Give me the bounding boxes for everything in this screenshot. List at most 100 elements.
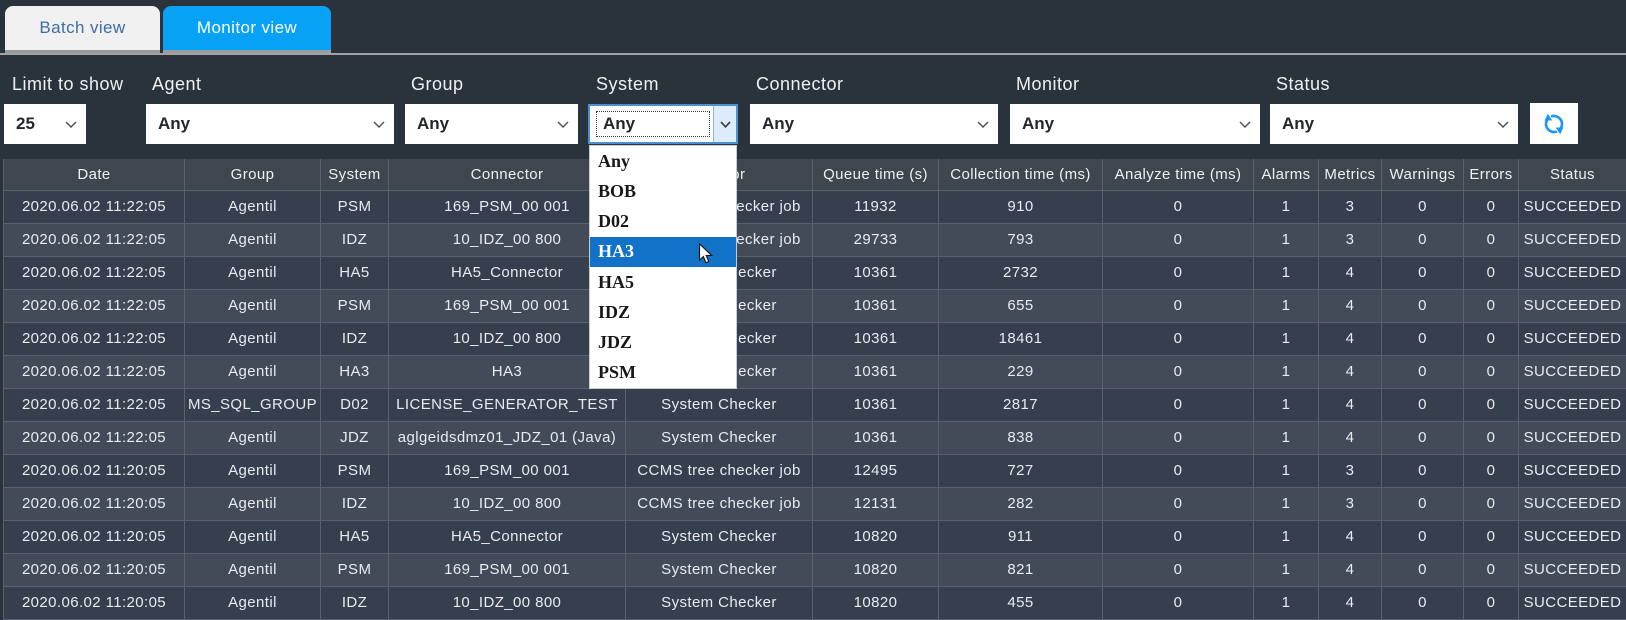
refresh-icon [1541, 111, 1567, 137]
column-header[interactable]: Queue time (s) [813, 159, 939, 190]
table-cell: 2020.06.02 11:22:05 [4, 421, 185, 454]
table-cell: 2020.06.02 11:20:05 [4, 586, 185, 619]
table-cell: IDZ [321, 586, 389, 619]
table-cell: 0 [1103, 388, 1254, 421]
dropdown-option-ha3[interactable]: HA3 [590, 237, 736, 267]
table-cell: 0 [1103, 355, 1254, 388]
system-select-arrow[interactable] [713, 106, 736, 142]
column-header[interactable]: Status [1519, 159, 1626, 190]
table-cell: 0 [1382, 586, 1464, 619]
table-cell: 0 [1464, 553, 1519, 586]
monitor-select[interactable]: Any [1010, 104, 1260, 144]
column-header[interactable]: Group [185, 159, 321, 190]
table-cell: 0 [1464, 223, 1519, 256]
tab-monitor-view[interactable]: Monitor view [163, 6, 331, 53]
table-row[interactable]: 2020.06.02 11:22:05AgentilHA3HA3System C… [4, 355, 1626, 388]
table-cell: HA5_Connector [389, 520, 626, 553]
table-cell: SUCCEEDED [1519, 388, 1626, 421]
column-header[interactable]: Warnings [1382, 159, 1464, 190]
table-cell: 2020.06.02 11:22:05 [4, 355, 185, 388]
table-cell: 2020.06.02 11:20:05 [4, 520, 185, 553]
dropdown-option-d02[interactable]: D02 [590, 207, 736, 237]
table-cell: 0 [1103, 421, 1254, 454]
column-header[interactable]: System [321, 159, 389, 190]
limit-select[interactable]: 25 [4, 104, 86, 144]
dropdown-option-psm[interactable]: PSM [590, 358, 736, 388]
table-cell: 1 [1254, 388, 1319, 421]
table-cell: 0 [1103, 223, 1254, 256]
table-cell: 0 [1382, 322, 1464, 355]
dropdown-option-any[interactable]: Any [590, 146, 736, 176]
table-cell: 2020.06.02 11:22:05 [4, 256, 185, 289]
system-select[interactable]: Any [588, 104, 738, 144]
status-select[interactable]: Any [1270, 104, 1518, 144]
table-cell: 4 [1319, 388, 1382, 421]
dropdown-option-bob[interactable]: BOB [590, 176, 736, 206]
table-cell: Agentil [185, 454, 321, 487]
table-cell: 1 [1254, 289, 1319, 322]
table-cell: 0 [1382, 421, 1464, 454]
tab-batch-view[interactable]: Batch view [5, 6, 160, 53]
table-cell: 4 [1319, 256, 1382, 289]
table-cell: System Checker [626, 421, 813, 454]
column-header[interactable]: Metrics [1319, 159, 1382, 190]
table-cell: 1 [1254, 256, 1319, 289]
table-cell: SUCCEEDED [1519, 289, 1626, 322]
table-cell: Agentil [185, 289, 321, 322]
table-cell: HA5 [321, 520, 389, 553]
table-cell: PSM [321, 190, 389, 223]
table-cell: 0 [1464, 388, 1519, 421]
column-header[interactable]: Date [4, 159, 185, 190]
table-cell: 1 [1254, 322, 1319, 355]
column-header[interactable]: Analyze time (ms) [1103, 159, 1254, 190]
mouse-cursor [699, 243, 713, 264]
table-cell: 0 [1103, 454, 1254, 487]
table-cell: Agentil [185, 421, 321, 454]
system-label: System [596, 74, 659, 96]
connector-select[interactable]: Any [750, 104, 998, 144]
table-cell: 18461 [939, 322, 1103, 355]
refresh-button[interactable] [1530, 103, 1578, 144]
chevron-down-icon [557, 121, 569, 128]
table-cell: 4 [1319, 322, 1382, 355]
table-cell: 655 [939, 289, 1103, 322]
table-cell: 0 [1382, 223, 1464, 256]
table-cell: 3 [1319, 454, 1382, 487]
table-cell: 0 [1103, 256, 1254, 289]
group-select[interactable]: Any [405, 104, 578, 144]
column-header[interactable]: Alarms [1254, 159, 1319, 190]
table-cell: 11932 [813, 190, 939, 223]
table-cell: 2020.06.02 11:22:05 [4, 289, 185, 322]
connector-select-value: Any [762, 114, 794, 134]
table-cell: SUCCEEDED [1519, 355, 1626, 388]
dropdown-option-ha5[interactable]: HA5 [590, 267, 736, 297]
column-header[interactable]: Collection time (ms) [939, 159, 1103, 190]
dropdown-option-jdz[interactable]: JDZ [590, 328, 736, 358]
table-cell: Agentil [185, 520, 321, 553]
table-cell: 12131 [813, 487, 939, 520]
table-cell: 793 [939, 223, 1103, 256]
agent-select[interactable]: Any [146, 104, 394, 144]
table-cell: 0 [1464, 487, 1519, 520]
table-cell: 0 [1464, 520, 1519, 553]
column-header[interactable]: Errors [1464, 159, 1519, 190]
table-cell: 0 [1382, 256, 1464, 289]
table-cell: 0 [1382, 190, 1464, 223]
table-cell: PSM [321, 454, 389, 487]
chevron-down-icon [977, 121, 989, 128]
table-cell: SUCCEEDED [1519, 190, 1626, 223]
dropdown-option-idz[interactable]: IDZ [590, 297, 736, 327]
